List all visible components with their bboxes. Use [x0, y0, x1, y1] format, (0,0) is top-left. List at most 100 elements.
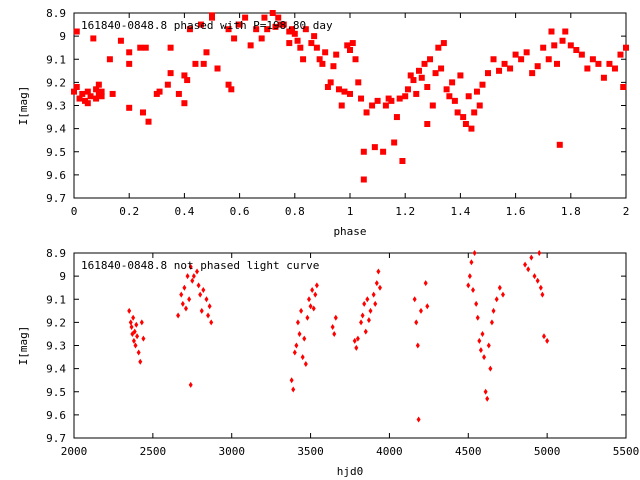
data-point: [538, 284, 543, 291]
data-point: [187, 296, 192, 303]
data-point: [313, 44, 320, 51]
data-point: [269, 10, 276, 16]
data-point: [203, 49, 210, 56]
data-point: [228, 86, 235, 93]
data-point: [145, 118, 152, 125]
data-point: [451, 97, 458, 104]
data-point: [73, 84, 80, 90]
unphased-plot: 2000 2500 3000 3500 4000 4500 5000 5500 8.9 9 9.1 9…: [17, 247, 639, 478]
data-point: [297, 44, 304, 51]
data-point: [489, 319, 494, 326]
data-point: [305, 314, 310, 321]
data-point: [127, 307, 132, 314]
data-point: [188, 263, 193, 270]
data-point: [501, 60, 508, 67]
data-point: [414, 319, 419, 326]
data-point: [142, 44, 149, 51]
data-point: [589, 56, 596, 63]
data-point: [98, 88, 105, 95]
data-point: [473, 88, 480, 95]
data-point: [324, 84, 331, 90]
y-tick-label: 9.1: [46, 53, 66, 66]
data-point: [545, 337, 550, 344]
data-point: [209, 14, 215, 21]
data-point: [355, 335, 360, 342]
y-tick-label: 9.3: [46, 340, 66, 353]
data-point: [548, 28, 555, 35]
data-point: [300, 56, 307, 63]
data-point: [335, 86, 342, 93]
y-axis-label: I[mag]: [17, 326, 30, 366]
data-point: [620, 84, 627, 90]
data-point: [338, 102, 345, 109]
y-tick-label: 9.1: [46, 293, 66, 306]
x-tick-label: 5500: [613, 445, 640, 458]
x-tick-label: 2500: [140, 445, 167, 458]
data-point: [567, 42, 574, 49]
data-point: [132, 328, 137, 335]
data-point: [359, 319, 364, 326]
data-point: [303, 361, 308, 367]
data-point: [192, 60, 199, 67]
data-point: [294, 37, 301, 44]
data-point: [349, 40, 356, 47]
data-point: [366, 317, 371, 324]
data-point: [529, 70, 536, 77]
data-point: [182, 284, 187, 291]
data-point: [139, 319, 144, 326]
data-point: [225, 81, 232, 88]
data-point: [595, 60, 602, 67]
data-point: [421, 60, 428, 67]
data-point: [402, 93, 409, 100]
data-point: [195, 268, 200, 275]
data-point: [488, 365, 493, 372]
x-tick-label: 4500: [455, 445, 482, 458]
y-tick-label: 9: [59, 270, 66, 283]
data-point: [291, 386, 296, 393]
data-point: [214, 65, 221, 72]
data-point: [311, 33, 318, 40]
data-point: [264, 26, 271, 33]
data-point: [106, 56, 113, 63]
data-point: [313, 291, 318, 298]
plot-frame: [73, 252, 627, 439]
x-tick-label: 2000: [61, 445, 88, 458]
data-point: [535, 277, 540, 284]
data-point: [573, 47, 580, 53]
data-point: [374, 97, 381, 104]
data-point: [294, 342, 299, 349]
data-point: [133, 342, 138, 349]
data-point: [440, 40, 447, 47]
phased-plot: 0 0.2 0.4 0.6 0.8 1 1.2 1.4 1.6 1.8 2 8.9 9 9.1 9.2 9.3…: [17, 7, 629, 238]
data-point: [407, 72, 414, 79]
data-point: [523, 261, 528, 268]
x-tick-label: 0.6: [230, 205, 250, 218]
data-point: [126, 104, 133, 111]
data-point: [497, 284, 502, 291]
data-point: [156, 88, 163, 95]
data-point: [179, 291, 184, 298]
data-point: [371, 291, 376, 298]
data-point: [479, 81, 486, 88]
data-point: [140, 109, 146, 116]
data-point: [295, 319, 300, 326]
data-point: [462, 121, 469, 127]
y-tick-label: 9.6: [46, 409, 66, 422]
data-point: [471, 109, 478, 116]
data-point: [73, 28, 80, 35]
data-point: [322, 49, 329, 56]
data-point: [137, 44, 144, 51]
data-point: [438, 65, 445, 72]
data-point: [352, 337, 357, 344]
data-point: [306, 296, 311, 303]
data-point: [297, 330, 302, 337]
data-point: [490, 56, 497, 63]
x-tick-label: 0.8: [285, 205, 305, 218]
data-point: [507, 65, 514, 72]
data-point: [485, 395, 490, 402]
y-tick-label: 8.9: [46, 7, 66, 20]
data-point: [611, 65, 618, 72]
data-point: [231, 35, 238, 42]
data-point: [129, 324, 134, 330]
data-point: [289, 26, 296, 33]
